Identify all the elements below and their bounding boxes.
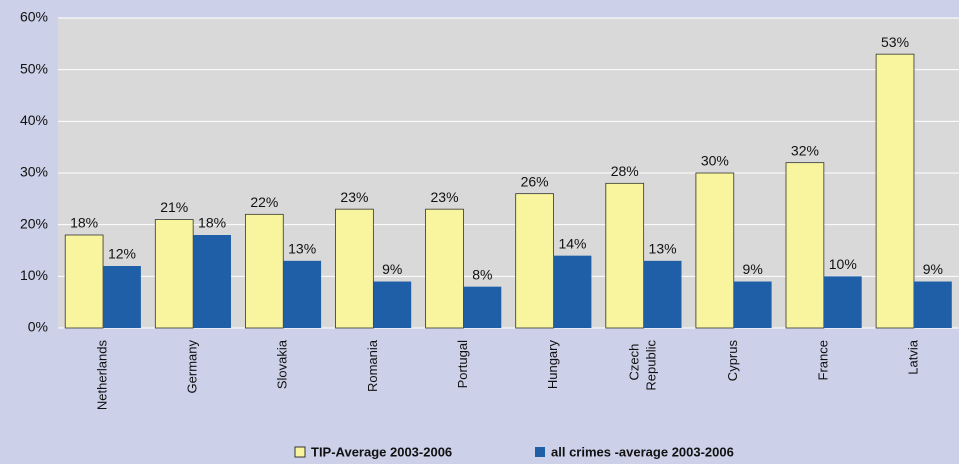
bar <box>335 208 374 329</box>
bar <box>64 234 104 329</box>
bar <box>643 260 682 328</box>
data-label: 18% <box>70 215 98 231</box>
x-tick-label: Germany <box>185 340 200 394</box>
data-label: 14% <box>558 235 586 251</box>
y-tick-label: 0% <box>28 319 48 335</box>
bar <box>245 213 284 329</box>
data-label: 9% <box>923 261 943 277</box>
bar <box>154 219 194 329</box>
bar <box>515 193 554 329</box>
y-tick-label: 30% <box>20 164 48 180</box>
bar <box>695 172 735 329</box>
x-tick-label: Czech Republic <box>627 340 659 391</box>
bar <box>823 276 862 328</box>
data-label: 13% <box>288 241 316 257</box>
bar <box>553 255 592 328</box>
y-tick-label: 10% <box>20 267 48 283</box>
data-label: 9% <box>743 261 763 277</box>
x-tick-label: Latvia <box>905 339 920 374</box>
data-label: 26% <box>521 173 549 189</box>
bar <box>103 266 141 328</box>
data-label: 32% <box>791 142 819 158</box>
legend-swatch <box>535 447 545 457</box>
data-label: 30% <box>701 153 729 169</box>
bar <box>463 286 502 328</box>
x-tick-label: Cyprus <box>725 340 740 382</box>
x-tick-label: Slovakia <box>275 339 290 389</box>
data-label: 28% <box>611 163 639 179</box>
data-label: 23% <box>340 189 368 205</box>
legend-swatch <box>294 446 306 458</box>
bar <box>785 162 825 329</box>
y-tick-label: 20% <box>20 215 48 231</box>
x-tick-label: Netherlands <box>94 340 109 411</box>
bar <box>733 281 772 328</box>
data-label: 23% <box>431 189 459 205</box>
legend-label: TIP-Average 2003-2006 <box>311 444 452 459</box>
legend-label: all crimes -average 2003-2006 <box>551 444 734 459</box>
data-label: 12% <box>108 246 136 262</box>
bar <box>875 53 915 329</box>
data-label: 13% <box>649 241 677 257</box>
x-tick-label: Romania <box>365 339 380 392</box>
bar <box>283 260 322 328</box>
y-tick-label: 40% <box>20 112 48 128</box>
x-tick-label: Portugal <box>455 340 470 389</box>
bar <box>425 208 464 329</box>
y-tick-label: 60% <box>20 9 48 25</box>
bar <box>913 281 952 328</box>
bar <box>373 281 412 328</box>
data-label: 22% <box>250 194 278 210</box>
data-label: 10% <box>829 256 857 272</box>
data-label: 9% <box>382 261 402 277</box>
bar <box>193 235 231 328</box>
data-label: 53% <box>881 34 909 50</box>
x-tick-label: France <box>815 340 830 380</box>
data-label: 21% <box>160 199 188 215</box>
data-label: 8% <box>472 266 492 282</box>
bar <box>605 182 645 329</box>
data-label: 18% <box>198 215 226 231</box>
x-tick-label: Hungary <box>545 340 560 390</box>
y-tick-label: 50% <box>20 60 48 76</box>
